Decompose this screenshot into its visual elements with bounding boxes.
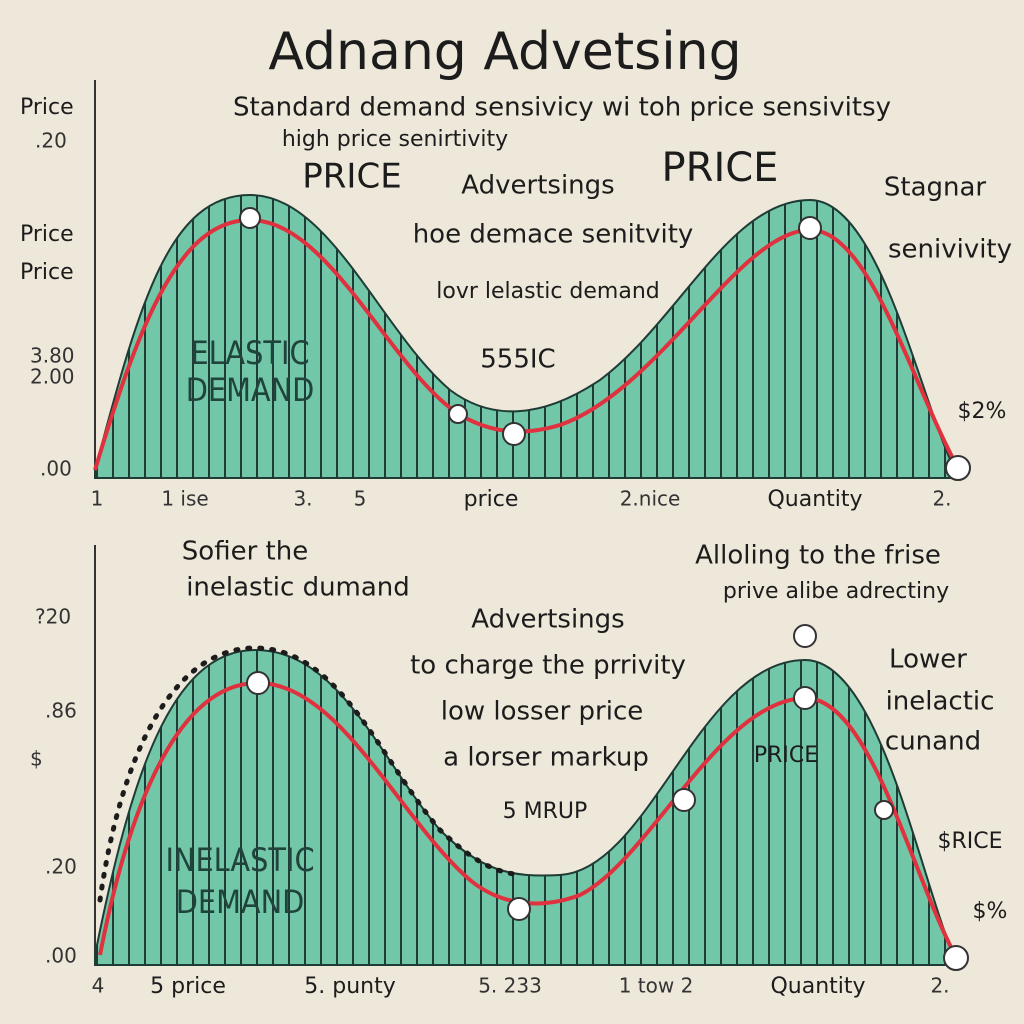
annotation: cunand [885,727,981,757]
x-label: 5 [354,487,367,511]
region-label: ELASTIC [190,334,309,372]
annotation: to charge the prrivity [410,651,686,681]
demand-area [94,193,956,479]
annotation: $% [973,899,1008,924]
subtitle: Standard demand sensivicy wi toh price s… [233,93,891,123]
x-label: 2.nice [620,487,681,511]
curve-points [239,207,971,481]
y-label: $ [30,747,43,771]
region-label: DEMAND [176,883,305,921]
annotation: lovr lelastic demand [436,279,659,304]
annotation: Advertsings [471,605,624,635]
y-label: Price [20,222,74,247]
region-label: DEMAND [186,371,315,409]
y-label: .00 [45,944,77,968]
top-chart [93,80,971,481]
bottom-chart [94,545,969,971]
annotation: PRICE [302,157,401,197]
annotation: 5 MRUP [503,799,588,824]
x-label: 1 tow 2 [619,974,694,998]
annotation: Sofier the [182,537,308,567]
annotation: senivivity [888,235,1012,265]
annotation: prive alibe adrectiny [723,579,949,604]
x-label: 5 price [150,974,226,999]
annotation: 555IC [480,345,555,375]
annotation: a lorser markup [443,743,649,773]
dotted-outline [97,645,523,903]
x-label: 5. punty [304,974,395,999]
y-label: Price [20,95,74,120]
x-label: 5. 233 [478,974,542,998]
x-label: 3. [293,487,312,511]
annotation: low losser price [441,697,644,727]
region-label: INELASTIC [165,841,314,879]
y-label: 2.00 [30,365,75,389]
x-label: price [464,487,519,512]
annotation: hoe demace senitvity [413,220,694,250]
annotation: Alloling to the frise [695,541,941,571]
x-label: 1 [91,487,104,511]
y-label: ?20 [35,605,71,629]
y-label: .86 [45,699,77,723]
x-label: 2. [932,487,951,511]
x-label: 2. [930,974,949,998]
annotation: inelastic dumand [186,573,410,603]
annotation: Advertsings [461,171,614,201]
x-label: 1 ise [161,487,208,511]
annotation: PRICE [662,145,779,191]
annotation: Lower [889,645,967,675]
title: Adnang Advetsing [268,22,741,82]
annotation: PRICE [754,743,818,768]
demand-curve [93,217,960,471]
annotation: $RICE [937,829,1002,854]
y-label: .00 [40,457,72,481]
y-label: .20 [45,855,77,879]
y-label: .20 [35,129,67,153]
x-label: Quantity [767,487,862,512]
annotation: inelactic [886,687,995,717]
subtitle: high price senirtivity [282,127,508,152]
x-label: Quantity [770,974,865,999]
annotation: Stagnar [884,173,987,203]
y-label: 3.80 [30,344,75,368]
x-label: 4 [92,974,105,998]
y-label: Price [20,260,74,285]
annotation: $2% [958,399,1007,424]
curve-points [246,624,969,971]
